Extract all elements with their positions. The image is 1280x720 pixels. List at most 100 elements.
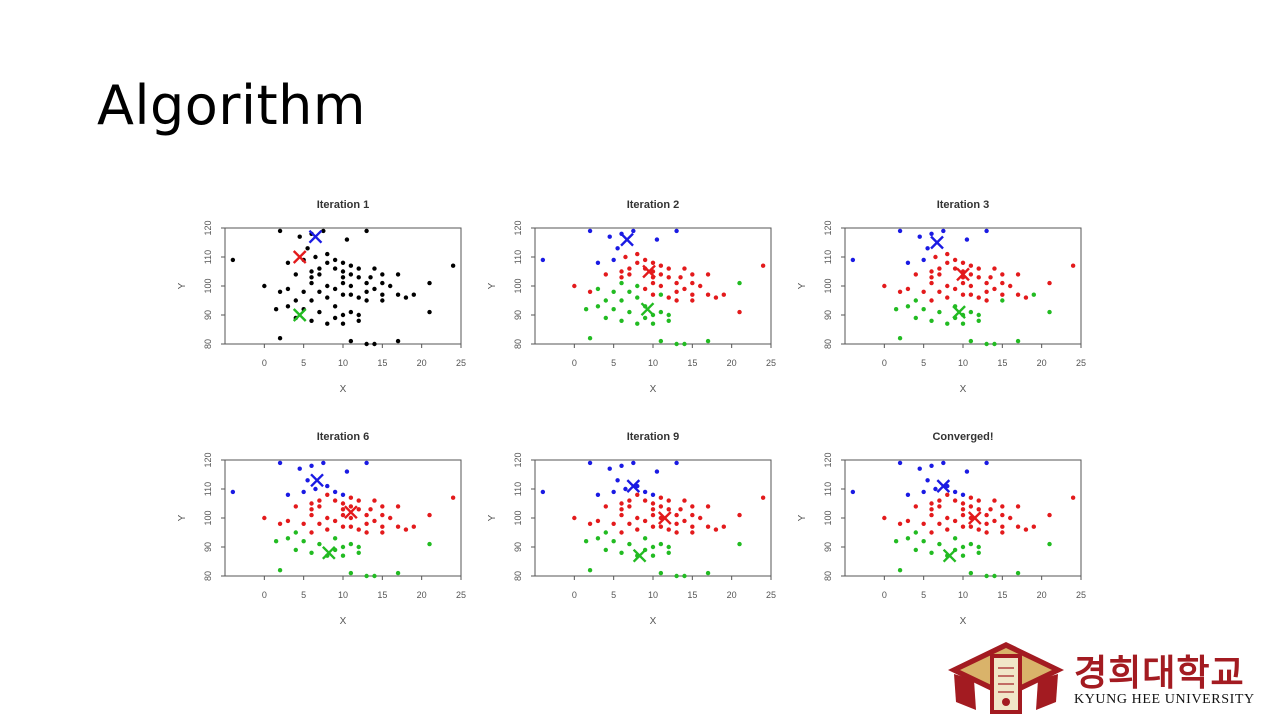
data-point xyxy=(356,318,361,323)
data-point xyxy=(317,541,322,547)
y-tick-label: 90 xyxy=(203,542,213,552)
data-point xyxy=(925,478,930,483)
data-point xyxy=(905,518,911,524)
data-point xyxy=(325,527,330,532)
data-point xyxy=(1008,515,1013,521)
data-point xyxy=(941,460,946,466)
data-point xyxy=(658,292,664,297)
data-point xyxy=(356,312,361,318)
x-tick-label: 15 xyxy=(687,590,697,600)
data-point xyxy=(682,498,687,503)
data-point xyxy=(964,237,970,242)
x-tick-label: 5 xyxy=(921,358,926,368)
data-point xyxy=(395,524,401,529)
data-point xyxy=(917,466,922,471)
y-tick-label: 100 xyxy=(203,278,213,293)
scatter-panel-1: Iteration 1 0 5 10 15 20 25 80 90 100 110 120 X Y xyxy=(177,199,466,395)
data-point xyxy=(293,298,298,303)
panel-title: Iteration 1 xyxy=(317,199,370,211)
x-tick-label: 0 xyxy=(882,358,887,368)
data-point xyxy=(595,304,601,309)
data-point xyxy=(380,524,385,529)
data-point xyxy=(933,254,938,260)
data-point xyxy=(905,260,911,265)
plot-frame xyxy=(844,459,1082,577)
data-point xyxy=(658,272,664,277)
x-tick-label: 25 xyxy=(456,590,466,600)
centroid-red xyxy=(657,511,672,525)
data-point xyxy=(960,321,966,326)
data-point xyxy=(658,504,664,509)
data-point xyxy=(984,512,989,518)
data-point xyxy=(332,315,338,321)
centroid-mark xyxy=(632,548,647,563)
data-point xyxy=(650,321,656,326)
data-point xyxy=(937,289,942,294)
plot-frame xyxy=(844,227,1082,345)
data-point xyxy=(682,286,687,292)
plot-frame xyxy=(224,459,462,577)
data-point xyxy=(325,515,330,521)
data-point xyxy=(380,280,385,286)
data-point xyxy=(674,289,679,294)
x-tick-label: 5 xyxy=(611,590,616,600)
data-point xyxy=(698,515,703,521)
data-point xyxy=(658,515,664,521)
data-point xyxy=(356,295,361,300)
data-point xyxy=(992,286,997,292)
panel-title: Converged! xyxy=(932,431,993,443)
data-point xyxy=(611,257,616,263)
centroid-mark xyxy=(936,479,951,493)
data-point xyxy=(984,573,989,579)
data-point xyxy=(737,541,742,547)
data-point xyxy=(325,321,330,326)
data-point xyxy=(952,536,958,541)
data-point xyxy=(619,463,624,468)
data-point xyxy=(372,266,377,271)
data-point xyxy=(882,283,887,289)
data-point xyxy=(572,283,577,289)
data-point xyxy=(395,292,401,297)
data-point xyxy=(1015,524,1021,529)
data-point xyxy=(905,286,911,292)
data-point xyxy=(960,260,966,265)
scatter-panel-6: Converged! 0 5 10 15 20 25 80 90 100 110 120 X Y xyxy=(797,431,1086,627)
data-point xyxy=(615,246,620,251)
panel-title: Iteration 6 xyxy=(317,431,370,443)
data-point xyxy=(650,260,656,265)
x-tick-label: 0 xyxy=(882,590,887,600)
y-tick-label: 100 xyxy=(513,510,523,525)
data-point xyxy=(1031,292,1037,297)
data-point xyxy=(705,338,711,344)
data-point xyxy=(913,272,918,277)
data-point xyxy=(364,298,369,303)
data-point xyxy=(348,524,354,529)
data-point xyxy=(650,544,656,550)
data-point xyxy=(674,512,679,518)
data-point xyxy=(364,280,369,286)
data-point xyxy=(921,521,926,526)
plot-frame xyxy=(534,459,772,577)
data-point xyxy=(897,568,903,573)
centroid-blue xyxy=(620,232,634,247)
data-point xyxy=(1000,272,1005,277)
data-point xyxy=(309,280,314,286)
data-point xyxy=(427,280,432,286)
data-point xyxy=(277,228,283,234)
y-tick-label: 90 xyxy=(823,542,833,552)
data-point xyxy=(929,280,934,286)
data-point xyxy=(607,466,612,471)
centroid-mark xyxy=(310,473,324,488)
data-point xyxy=(364,530,369,535)
data-point xyxy=(332,498,338,503)
data-point xyxy=(340,292,346,297)
data-point xyxy=(321,228,326,234)
data-point xyxy=(340,260,346,265)
data-point xyxy=(403,295,409,300)
data-point xyxy=(372,286,377,292)
y-tick-label: 120 xyxy=(513,452,523,467)
data-point xyxy=(1000,524,1005,529)
data-point xyxy=(411,292,416,297)
y-tick-label: 80 xyxy=(513,339,523,349)
